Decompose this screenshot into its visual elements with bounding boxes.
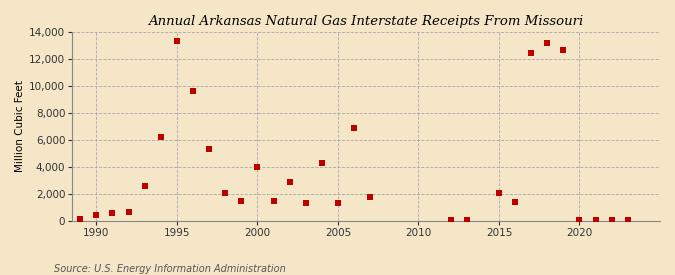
Point xyxy=(542,40,553,45)
Point xyxy=(590,218,601,222)
Point xyxy=(622,218,633,222)
Point xyxy=(606,218,617,222)
Y-axis label: Million Cubic Feet: Million Cubic Feet xyxy=(15,81,25,172)
Point xyxy=(574,218,585,222)
Point xyxy=(124,210,134,214)
Point xyxy=(349,126,360,130)
Point xyxy=(317,161,327,165)
Point xyxy=(364,194,375,199)
Point xyxy=(333,201,344,205)
Point xyxy=(526,51,537,55)
Point xyxy=(510,200,520,204)
Point xyxy=(268,199,279,203)
Point xyxy=(252,165,263,169)
Point xyxy=(91,212,102,217)
Point xyxy=(204,147,215,152)
Point xyxy=(493,191,504,195)
Point xyxy=(446,218,456,222)
Point xyxy=(236,199,247,203)
Point xyxy=(155,135,166,139)
Point xyxy=(558,48,569,52)
Point xyxy=(171,39,182,44)
Point xyxy=(188,89,198,94)
Point xyxy=(300,201,311,206)
Text: Source: U.S. Energy Information Administration: Source: U.S. Energy Information Administ… xyxy=(54,264,286,274)
Point xyxy=(75,217,86,221)
Title: Annual Arkansas Natural Gas Interstate Receipts From Missouri: Annual Arkansas Natural Gas Interstate R… xyxy=(148,15,584,28)
Point xyxy=(284,180,295,184)
Point xyxy=(462,218,472,222)
Point xyxy=(107,211,118,215)
Point xyxy=(220,191,231,196)
Point xyxy=(139,184,150,188)
